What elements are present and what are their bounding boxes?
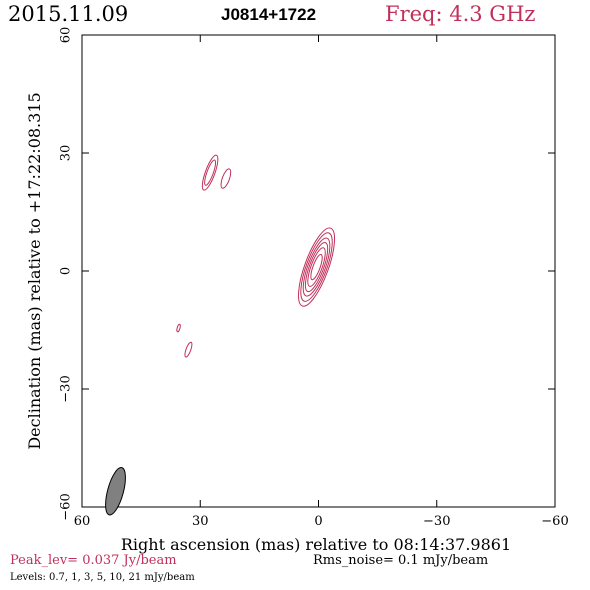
contour — [184, 341, 193, 358]
y-axis-label: Declination (mas) relative to +17:22:08.… — [25, 92, 44, 449]
y-tick-label: −60 — [59, 493, 74, 520]
x-tick-label: 0 — [314, 514, 322, 529]
observation-date: 2015.11.09 — [8, 2, 129, 26]
contour — [201, 154, 219, 191]
contour-layer — [176, 154, 336, 358]
axis-ticks — [81, 34, 556, 508]
contour — [307, 247, 326, 287]
contour — [176, 323, 181, 333]
x-tick-label: 30 — [192, 514, 209, 529]
contour — [310, 253, 323, 281]
contour — [220, 168, 232, 189]
contour — [298, 227, 336, 307]
peak-level: Peak_lev= 0.037 Jy/beam — [10, 553, 177, 568]
x-tick-label: −60 — [541, 514, 568, 529]
contour — [204, 159, 217, 186]
beam-ellipse — [105, 467, 126, 516]
contour-levels: Levels: 0.7, 1, 3, 5, 10, 21 mJy/beam — [10, 572, 195, 583]
y-tick-label: 60 — [59, 27, 74, 44]
y-tick-label: 30 — [59, 145, 74, 162]
beam-layer — [105, 467, 126, 516]
contour — [300, 232, 333, 302]
x-tick-label: 60 — [74, 514, 91, 529]
contour — [302, 237, 331, 297]
y-tick-label: 0 — [59, 267, 74, 275]
x-axis-label: Right ascension (mas) relative to 08:14:… — [121, 535, 511, 554]
axis-tick-labels: 60 30 0 −30 −60 −60 −30 0 30 60 — [59, 27, 569, 529]
rms-noise: Rms_noise= 0.1 mJy/beam — [313, 553, 489, 568]
contour — [304, 242, 329, 293]
frequency-label: Freq: 4.3 GHz — [385, 2, 536, 26]
y-tick-label: −30 — [59, 375, 74, 402]
source-name: J0814+1722 — [221, 5, 317, 24]
x-tick-label: −30 — [423, 514, 450, 529]
